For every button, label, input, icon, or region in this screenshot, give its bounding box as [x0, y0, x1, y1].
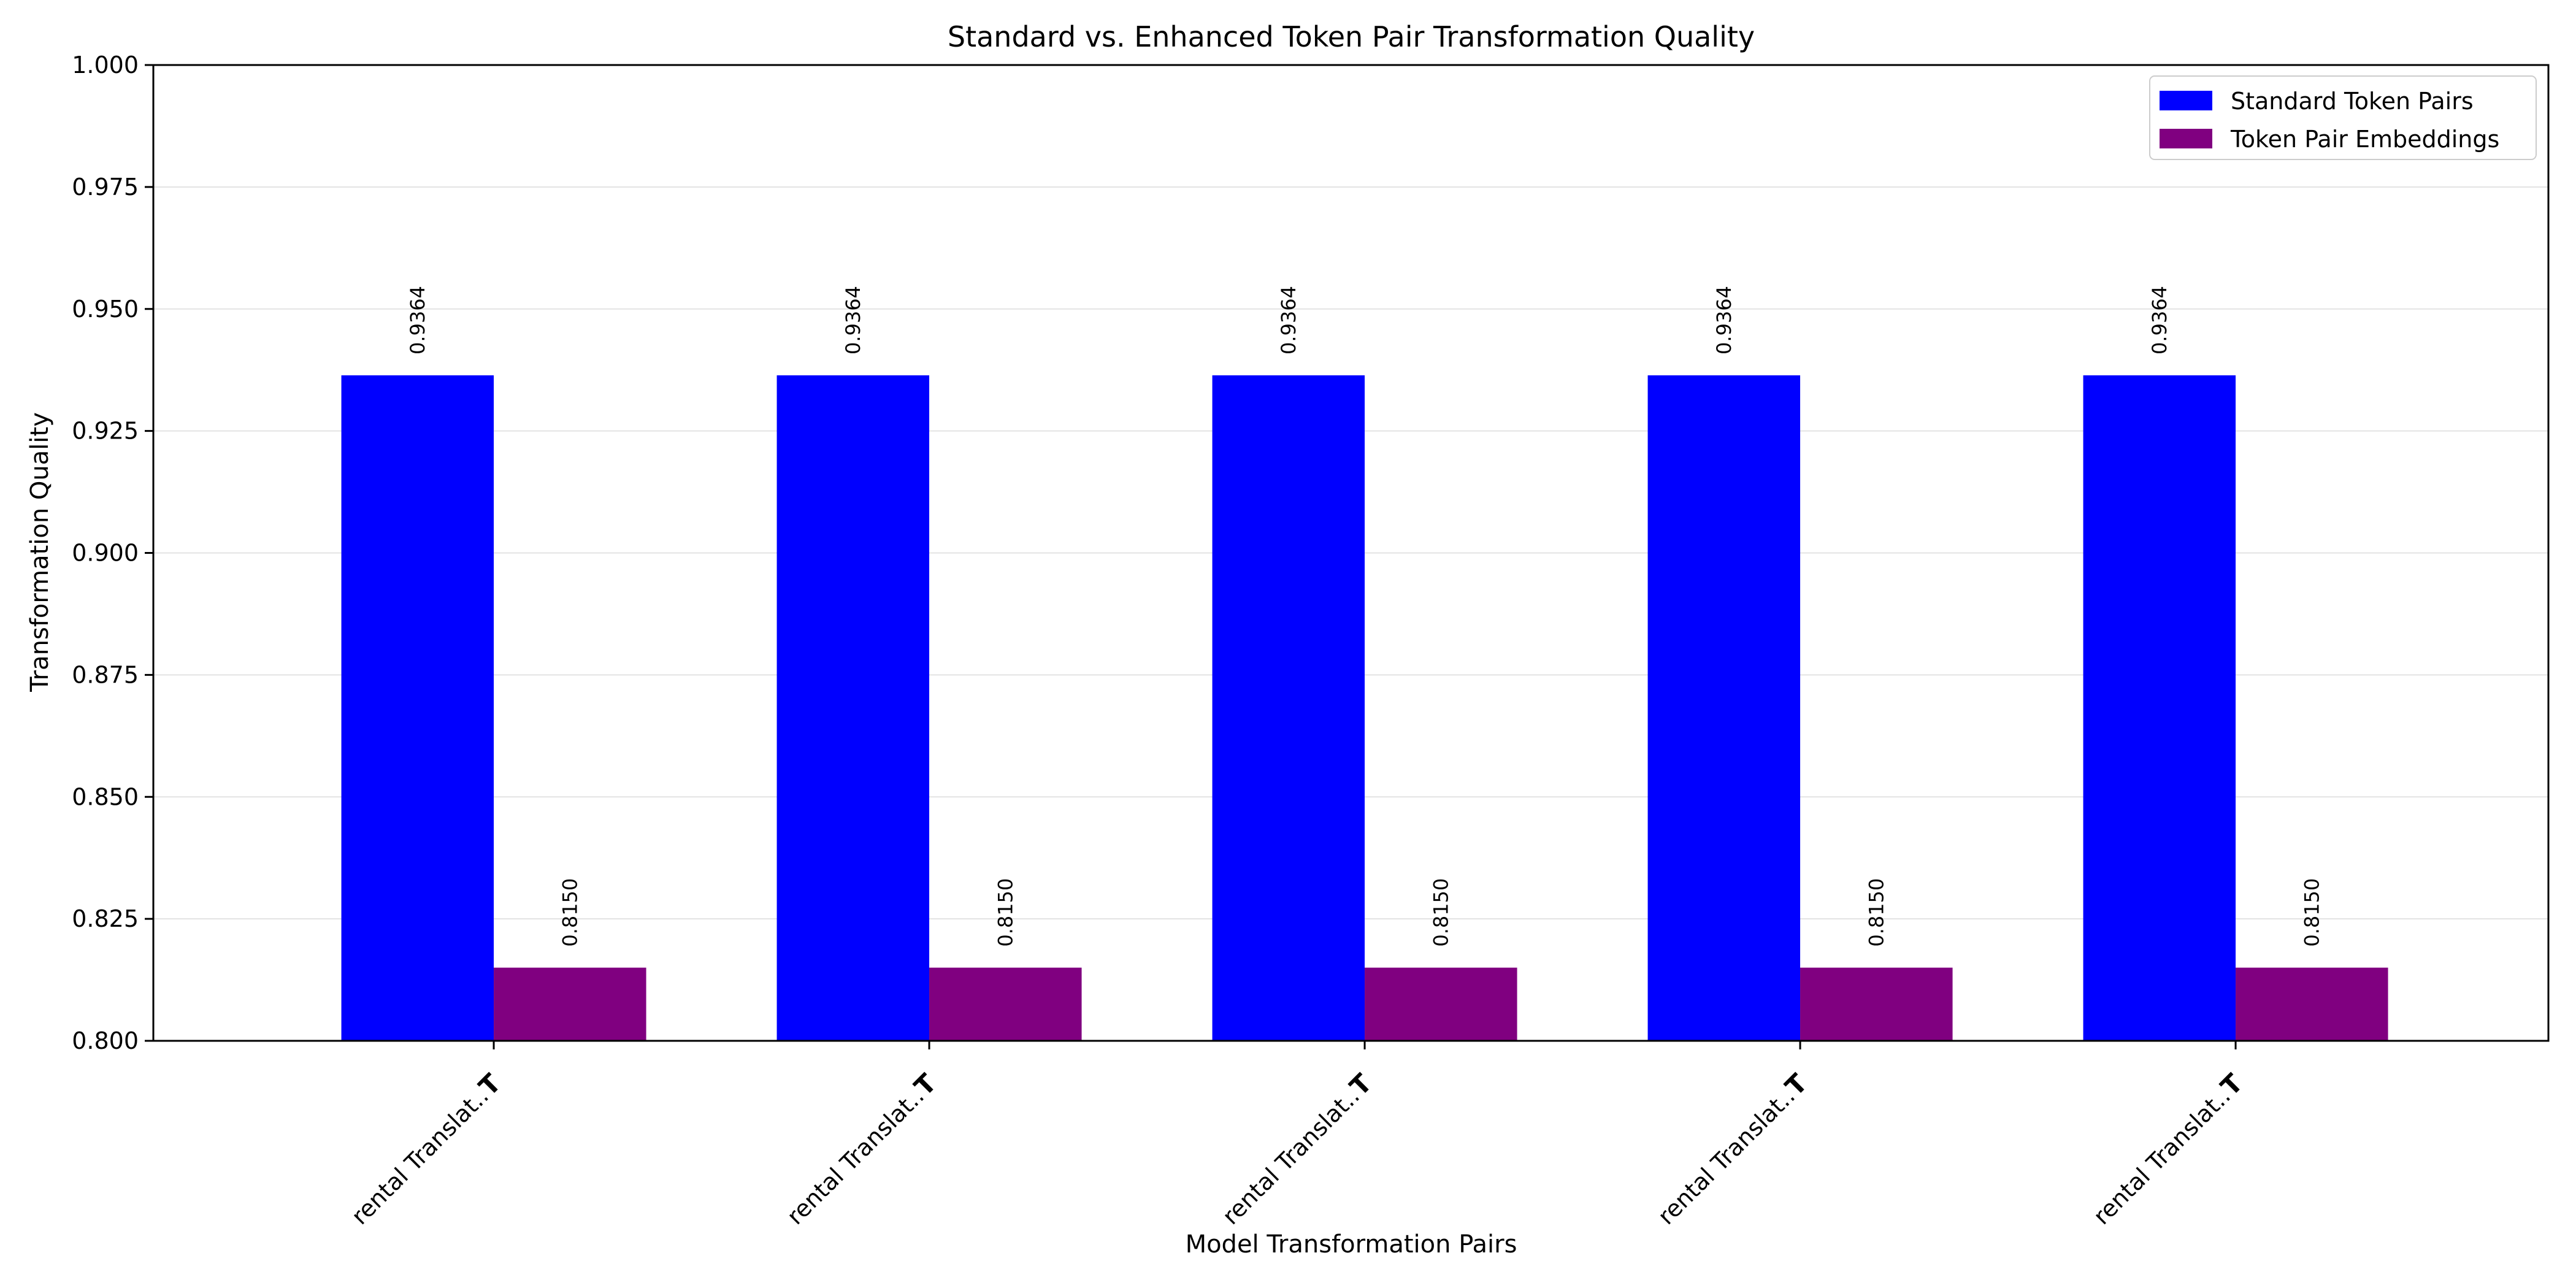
legend-label: Token Pair Embeddings — [2230, 126, 2499, 153]
y-tick-label: 1.000 — [72, 52, 139, 79]
bar-standard — [1647, 375, 1801, 1041]
y-axis-label: Transformation Quality — [26, 412, 54, 692]
bar-embeddings — [494, 967, 646, 1041]
y-tick-label: 0.975 — [72, 174, 139, 201]
bar-standard — [776, 375, 930, 1041]
bar-embeddings — [2236, 967, 2388, 1041]
bar-value-label: 0.8150 — [1865, 878, 1888, 947]
bar-standard — [2083, 375, 2236, 1041]
bar-standard — [341, 375, 494, 1041]
bar-embeddings — [929, 967, 1082, 1041]
y-tick-label: 0.825 — [72, 905, 139, 932]
y-axis-ticks: 0.800 0.825 0.850 0.875 0.900 0.925 0.950 0.975… — [72, 52, 153, 1054]
bar-value-label: 0.9364 — [841, 286, 865, 355]
bar-value-label: 0.8150 — [994, 878, 1017, 947]
bar-value-label: 0.8150 — [1429, 878, 1452, 947]
y-tick-label: 0.950 — [72, 296, 139, 323]
y-tick-label: 0.800 — [72, 1027, 139, 1054]
legend-box — [2149, 75, 2537, 160]
data-labels: 0.9364 0.8150 0.9364 0.8150 0.9364 0.8150 0.93… — [406, 286, 2324, 947]
legend-swatch — [2160, 129, 2212, 148]
bars — [341, 375, 2388, 1041]
bar-value-label: 0.8150 — [2300, 878, 2323, 947]
x-axis-label: Model Transformation Pairs — [1186, 1230, 1517, 1259]
y-tick-label: 0.925 — [72, 418, 139, 445]
bar-value-label: 0.9364 — [1277, 286, 1300, 355]
y-tick-label: 0.850 — [72, 783, 139, 810]
bar-embeddings — [1800, 967, 1953, 1041]
legend-label: Standard Token Pairs — [2231, 88, 2474, 115]
legend: Standard Token Pairs Token Pair Embedding… — [2149, 75, 2537, 160]
y-tick-label: 0.875 — [72, 661, 139, 688]
bar-value-label: 0.9364 — [1712, 286, 1736, 355]
bar-standard — [1212, 375, 1365, 1041]
legend-swatch — [2160, 91, 2212, 110]
bar-value-label: 0.8150 — [558, 878, 581, 947]
bar-embeddings — [1365, 967, 1517, 1041]
chart-title: Standard vs. Enhanced Token Pair Transfo… — [948, 20, 1755, 53]
y-tick-label: 0.900 — [72, 540, 139, 567]
bar-value-label: 0.9364 — [406, 286, 429, 355]
bar-value-label: 0.9364 — [2148, 286, 2171, 355]
